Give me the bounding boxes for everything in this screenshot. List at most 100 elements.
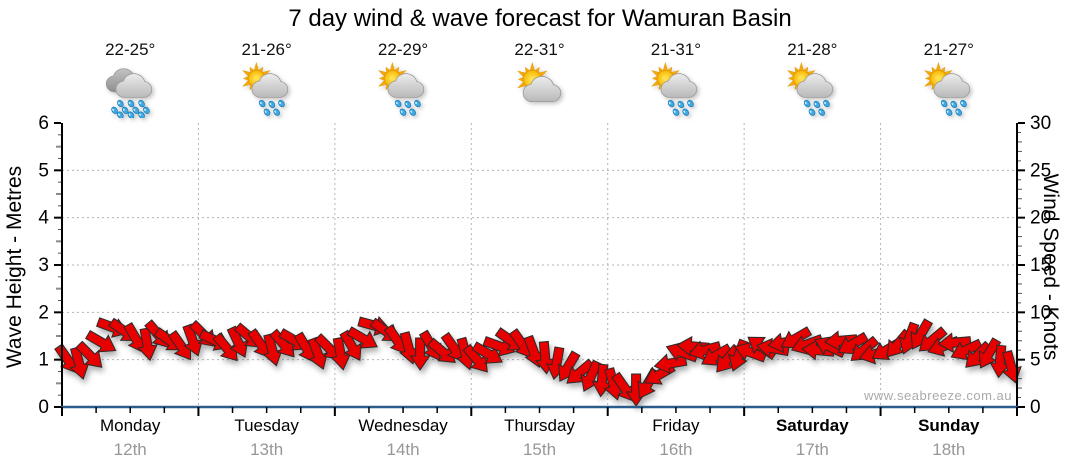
day-column-wednesday: 22-29° bbox=[335, 40, 471, 118]
raindrop-shape bbox=[399, 108, 407, 116]
weather-icon-sun-cloud-rain bbox=[378, 61, 425, 116]
day-date: 16th bbox=[659, 440, 693, 459]
left-axis-tick-label: 4 bbox=[38, 208, 49, 229]
wind-arrow bbox=[330, 336, 352, 371]
wind-arrow-series bbox=[54, 315, 1022, 407]
raindrop-shape bbox=[818, 108, 826, 116]
wind-arrow bbox=[837, 331, 869, 355]
watermark: www.seabreeze.com.au bbox=[863, 388, 1012, 403]
left-axis-tick-label: 2 bbox=[38, 302, 49, 323]
wind-arrow bbox=[85, 330, 117, 353]
wind-arrow bbox=[409, 337, 431, 371]
wind-arrow bbox=[823, 330, 858, 352]
raindrop-shape bbox=[672, 108, 680, 116]
cloud-shape bbox=[387, 73, 425, 98]
weather-icon-rain bbox=[106, 68, 153, 119]
raindrop-shape bbox=[404, 100, 412, 109]
raindrop-shape bbox=[258, 99, 266, 108]
cloud-shape bbox=[522, 76, 561, 102]
day-date: 17th bbox=[795, 440, 829, 459]
right-axis-tick-label: 0 bbox=[1030, 397, 1041, 418]
cloud-shape bbox=[115, 73, 153, 98]
wind-arrow bbox=[75, 340, 103, 368]
raindrop-shape bbox=[409, 108, 417, 116]
wind-arrow bbox=[427, 337, 456, 363]
raindrop-shape bbox=[945, 108, 953, 116]
wind-arrow bbox=[937, 332, 972, 354]
temp-range: 22-31° bbox=[514, 40, 565, 59]
weather-icon-sun-cloud-rain bbox=[787, 61, 834, 116]
cloud-shape bbox=[251, 73, 288, 98]
weather-icon-sun-cloud bbox=[516, 61, 561, 102]
day-date: 13th bbox=[250, 440, 284, 459]
raindrop-shape bbox=[122, 106, 129, 114]
wind-arrow bbox=[182, 323, 204, 357]
day-label: Wednesday bbox=[358, 416, 448, 435]
temp-range: 22-25° bbox=[105, 40, 156, 59]
weather-icon-sun-cloud-rain bbox=[241, 61, 288, 116]
day-date: 12th bbox=[113, 440, 147, 459]
left-axis-tick-label: 5 bbox=[38, 160, 49, 181]
wind-arrow bbox=[688, 340, 722, 361]
day-column-saturday: 21-28° bbox=[744, 40, 880, 118]
temp-range: 21-27° bbox=[923, 40, 974, 59]
raindrop-shape bbox=[809, 108, 816, 116]
left-axis-tick-label: 1 bbox=[38, 350, 49, 371]
day-date: 15th bbox=[522, 440, 557, 459]
raindrop-shape bbox=[955, 108, 962, 116]
right-axis-tick-label: 5 bbox=[1030, 350, 1041, 371]
day-column-friday: 21-31° bbox=[608, 40, 744, 118]
right-axis-tick-label: 25 bbox=[1030, 160, 1051, 181]
day-date: 14th bbox=[386, 440, 420, 459]
raindrop-shape bbox=[682, 108, 689, 116]
right-axis-tick-label: 30 bbox=[1030, 113, 1051, 134]
temp-range: 21-26° bbox=[241, 40, 292, 59]
wind-arrow bbox=[262, 332, 283, 367]
raindrop-shape bbox=[127, 99, 135, 108]
raindrop-shape bbox=[959, 99, 967, 108]
temp-range: 21-28° bbox=[787, 40, 838, 59]
day-label: Monday bbox=[99, 416, 161, 435]
day-label: Friday bbox=[652, 416, 700, 435]
wind-arrow bbox=[965, 340, 993, 368]
raindrop-shape bbox=[804, 99, 811, 108]
wind-arrow bbox=[212, 332, 238, 362]
left-axis-tick-label: 0 bbox=[38, 397, 49, 418]
raindrop-shape bbox=[667, 99, 675, 108]
day-label: Sunday bbox=[918, 416, 980, 435]
day-column-thursday: 22-31° bbox=[472, 40, 608, 118]
raindrop-shape bbox=[263, 108, 270, 116]
raindrop-shape bbox=[111, 106, 119, 114]
left-axis-tick-label: 6 bbox=[38, 113, 49, 134]
wind-arrow bbox=[566, 358, 596, 384]
raindrop-shape bbox=[132, 106, 140, 114]
day-label: Tuesday bbox=[234, 416, 299, 435]
wind-arrow bbox=[346, 326, 378, 349]
wind-arrow bbox=[950, 338, 983, 361]
wind-arrow bbox=[339, 329, 362, 362]
right-axis-tick-label: 20 bbox=[1030, 208, 1051, 229]
temp-range: 22-29° bbox=[377, 40, 429, 59]
wind-arrow bbox=[701, 343, 733, 366]
raindrop-shape bbox=[143, 106, 150, 114]
right-axis-tick-label: 10 bbox=[1030, 302, 1051, 323]
cloud-shape bbox=[660, 73, 698, 98]
raindrop-shape bbox=[277, 99, 285, 108]
raindrop-shape bbox=[117, 99, 124, 108]
weather-icon-sun-cloud-rain bbox=[923, 61, 970, 116]
raindrop-shape bbox=[687, 99, 694, 108]
raindrop-shape bbox=[268, 100, 275, 109]
raindrop-shape bbox=[823, 99, 831, 108]
right-axis-tick-label: 15 bbox=[1030, 255, 1051, 276]
wind-arrow bbox=[307, 336, 329, 370]
day-label: Thursday bbox=[504, 416, 575, 435]
raindrop-shape bbox=[677, 100, 685, 109]
temp-range: 21-31° bbox=[650, 40, 702, 59]
wind-arrow bbox=[523, 334, 545, 368]
raindrop-shape bbox=[414, 99, 421, 108]
wind-arrow bbox=[462, 343, 488, 373]
day-label: Saturday bbox=[775, 416, 849, 435]
raindrop-shape bbox=[394, 99, 402, 108]
raindrop-shape bbox=[272, 108, 280, 116]
